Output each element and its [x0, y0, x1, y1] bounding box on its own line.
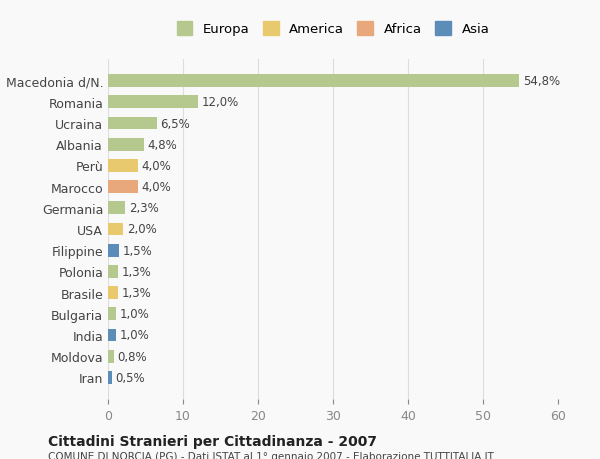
Text: 2,3%: 2,3% [129, 202, 159, 215]
Text: 4,0%: 4,0% [142, 160, 172, 173]
Bar [108, 265, 118, 278]
Text: 1,5%: 1,5% [123, 244, 153, 257]
Bar [108, 160, 138, 173]
Text: 1,3%: 1,3% [121, 265, 151, 278]
Text: COMUNE DI NORCIA (PG) - Dati ISTAT al 1° gennaio 2007 - Elaborazione TUTTITALIA.: COMUNE DI NORCIA (PG) - Dati ISTAT al 1°… [48, 451, 494, 459]
Text: 1,0%: 1,0% [119, 308, 149, 320]
Text: 4,8%: 4,8% [148, 139, 178, 151]
Bar [108, 350, 114, 363]
Bar [108, 329, 115, 341]
Text: 2,0%: 2,0% [127, 223, 157, 236]
Text: 1,0%: 1,0% [119, 329, 149, 342]
Text: 4,0%: 4,0% [142, 181, 172, 194]
Bar [108, 118, 157, 130]
Bar [108, 181, 138, 194]
Bar [108, 308, 115, 320]
Bar [108, 75, 519, 88]
Bar [108, 244, 119, 257]
Legend: Europa, America, Africa, Asia: Europa, America, Africa, Asia [176, 22, 490, 36]
Text: Cittadini Stranieri per Cittadinanza - 2007: Cittadini Stranieri per Cittadinanza - 2… [48, 434, 377, 448]
Bar [108, 371, 112, 384]
Text: 0,5%: 0,5% [115, 371, 145, 384]
Bar [108, 139, 144, 151]
Text: 54,8%: 54,8% [523, 75, 560, 88]
Bar [108, 96, 198, 109]
Bar [108, 223, 123, 236]
Text: 1,3%: 1,3% [121, 286, 151, 299]
Text: 6,5%: 6,5% [161, 117, 190, 130]
Text: 12,0%: 12,0% [202, 96, 239, 109]
Text: 0,8%: 0,8% [118, 350, 148, 363]
Bar [108, 202, 125, 215]
Bar [108, 286, 118, 299]
